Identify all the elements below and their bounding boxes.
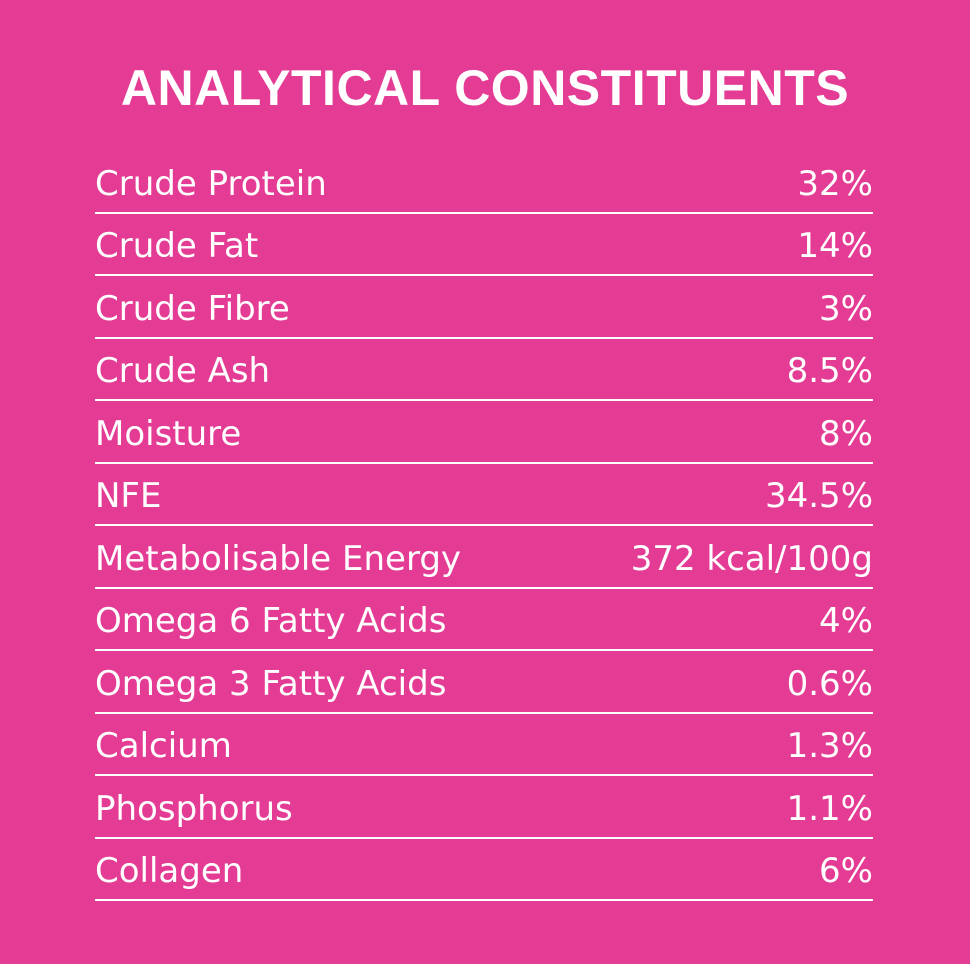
row-value: 34.5% xyxy=(764,476,873,516)
row-label: Omega 3 Fatty Acids xyxy=(95,663,447,704)
row-value: 8.5% xyxy=(786,351,873,391)
row-value: 0.6% xyxy=(786,663,873,704)
row-value: 8% xyxy=(819,413,873,454)
table-row: Crude Ash 8.5% xyxy=(95,339,873,401)
row-label: Phosphorus xyxy=(95,788,293,829)
table-row: Omega 6 Fatty Acids 4% xyxy=(95,589,873,651)
row-label: Crude Protein xyxy=(95,163,327,204)
constituents-table: Crude Protein 32% Crude Fat 14% Crude Fibre 3… xyxy=(95,151,873,901)
row-label: Crude Ash xyxy=(95,351,271,391)
table-row: Moisture 8% xyxy=(95,401,873,464)
row-label: Calcium xyxy=(95,726,232,766)
table-row: Collagen 6% xyxy=(95,839,873,901)
row-value: 4% xyxy=(819,601,873,641)
table-row: Crude Fat 14% xyxy=(95,214,873,276)
row-label: Crude Fat xyxy=(95,226,259,266)
table-row: NFE 34.5% xyxy=(95,464,873,526)
table-row: Crude Fibre 3% xyxy=(95,276,873,339)
row-label: Omega 6 Fatty Acids xyxy=(95,601,447,641)
row-value: 32% xyxy=(797,163,873,204)
table-row: Crude Protein 32% xyxy=(95,151,873,214)
row-label: Metabolisable Energy xyxy=(95,538,462,579)
row-value: 6% xyxy=(819,851,873,891)
row-value: 14% xyxy=(797,226,873,266)
title: ANALYTICAL CONSTITUENTS xyxy=(120,60,850,116)
table-row: Omega 3 Fatty Acids 0.6% xyxy=(95,651,873,714)
table-row: Calcium 1.3% xyxy=(95,714,873,776)
row-value: 1.3% xyxy=(786,726,873,766)
row-label: Moisture xyxy=(95,413,242,454)
table-row: Metabolisable Energy 372 kcal/100g xyxy=(95,526,873,589)
row-value: 3% xyxy=(819,288,873,329)
row-label: Collagen xyxy=(95,851,244,891)
row-label: NFE xyxy=(95,476,162,516)
row-label: Crude Fibre xyxy=(95,288,290,329)
row-value: 372 kcal/100g xyxy=(630,538,873,579)
table-row: Phosphorus 1.1% xyxy=(95,776,873,839)
row-value: 1.1% xyxy=(786,788,873,829)
